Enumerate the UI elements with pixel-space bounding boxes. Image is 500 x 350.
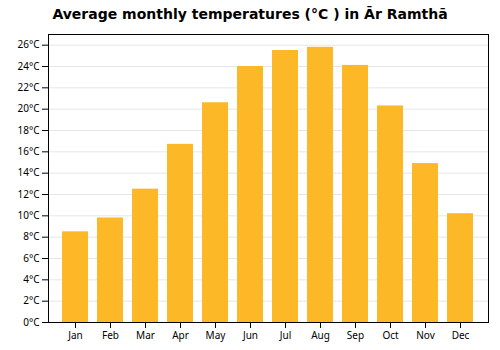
svg-text:Dec: Dec — [452, 328, 470, 342]
svg-text:2°C: 2°C — [23, 293, 40, 307]
svg-text:4°C: 4°C — [23, 272, 40, 286]
svg-text:12°C: 12°C — [17, 187, 40, 201]
svg-text:10°C: 10°C — [17, 208, 40, 222]
html-text:Average monthly temperatures (: Average monthly temperatures (°C ) in Ār… — [52, 6, 448, 22]
svg-text:6°C: 6°C — [23, 251, 40, 265]
svg-text:Jan: Jan — [67, 328, 83, 342]
svg-text:May: May — [206, 328, 227, 342]
svg-text:20°C: 20°C — [17, 101, 40, 115]
svg-text:Feb: Feb — [102, 328, 119, 342]
svg-text:26°C: 26°C — [17, 37, 40, 51]
svg-text:22°C: 22°C — [17, 80, 40, 94]
svg-text:Aug: Aug — [311, 328, 330, 342]
svg-text:18°C: 18°C — [17, 123, 40, 137]
svg-text:Oct: Oct — [382, 328, 399, 342]
svg-text:14°C: 14°C — [17, 165, 40, 179]
svg-text:Sep: Sep — [347, 328, 364, 342]
svg-text:Nov: Nov — [416, 328, 435, 342]
svg-text:Jul: Jul — [279, 328, 292, 342]
svg-text:24°C: 24°C — [17, 59, 40, 73]
svg-text:Apr: Apr — [172, 328, 189, 342]
svg-text:0°C: 0°C — [23, 315, 40, 329]
svg-text:Mar: Mar — [136, 328, 155, 342]
svg-text:16°C: 16°C — [17, 144, 40, 158]
svg-text:Jun: Jun — [242, 328, 258, 342]
svg-text:8°C: 8°C — [23, 229, 40, 243]
